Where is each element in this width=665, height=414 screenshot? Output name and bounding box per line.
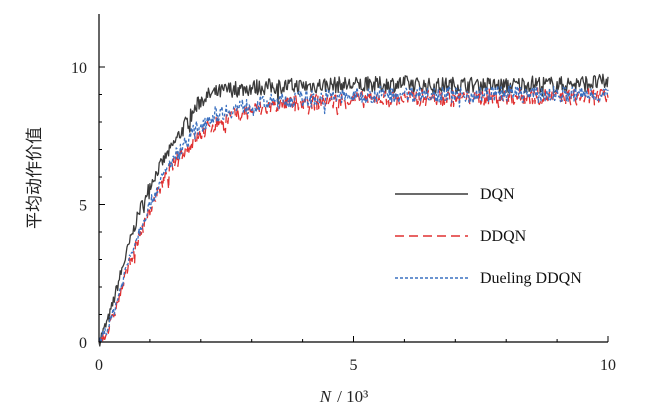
ticks: 0 5 10 0 5 10 (71, 60, 616, 374)
x-axis-title-variable: N (319, 387, 333, 406)
series-line-2 (98, 84, 609, 343)
x-axis-title: N/ 10³ (319, 387, 368, 406)
series-layer (98, 73, 609, 347)
legend-label-2: Dueling DDQN (480, 270, 582, 287)
x-axis-title-unit: / 10³ (337, 387, 368, 406)
y-axis-title: 平均动作价值 (25, 127, 44, 229)
series-line-1 (98, 87, 609, 344)
x-tick-label: 10 (600, 357, 616, 374)
y-tick-label: 5 (79, 198, 87, 215)
legend-label-0: DQN (480, 186, 515, 203)
x-tick-label: 5 (350, 357, 358, 374)
axes (98, 14, 608, 343)
series-line-0 (98, 73, 609, 347)
legend: DQN DDQN Dueling DDQN (395, 186, 582, 287)
y-tick-label: 10 (71, 60, 87, 77)
legend-label-1: DDQN (480, 228, 527, 245)
y-tick-label: 0 (79, 335, 87, 352)
x-tick-label: 0 (95, 357, 103, 374)
